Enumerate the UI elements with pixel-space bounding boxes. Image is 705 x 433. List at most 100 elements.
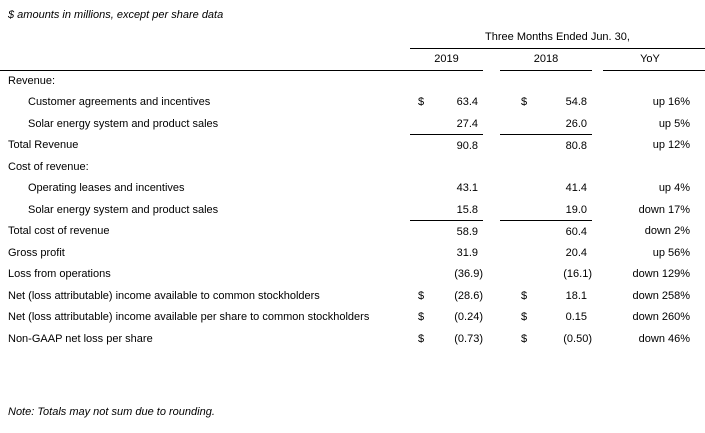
table-caption: $ amounts in millions, except per share … bbox=[8, 9, 224, 21]
table-row: Revenue: bbox=[0, 70, 705, 92]
table-row: Total cost of revenue 58.9 60.4 down 2% bbox=[0, 221, 705, 243]
table-row: Cost of revenue: bbox=[0, 156, 705, 178]
dollar-sign-2018 bbox=[500, 135, 528, 157]
dollar-sign-2019: $ bbox=[418, 332, 425, 345]
value-2019 bbox=[426, 70, 483, 92]
table-row: Operating leases and incentives 43.1 41.4 u… bbox=[0, 178, 705, 200]
row-label: Total Revenue bbox=[8, 139, 79, 152]
dollar-sign-2019: $ bbox=[418, 96, 425, 109]
value-yoy: down 129% bbox=[632, 268, 691, 281]
value-2018: 0.15 bbox=[565, 311, 587, 324]
column-gutter bbox=[592, 242, 603, 264]
row-label: Revenue: bbox=[8, 75, 56, 87]
column-gutter bbox=[592, 92, 603, 114]
value-2019: 27.4 bbox=[426, 113, 483, 135]
dollar-sign-2018: $ bbox=[521, 311, 528, 324]
dollar-sign-2018 bbox=[500, 264, 528, 286]
group-header-title: Three Months Ended Jun. 30, bbox=[410, 26, 705, 49]
column-gutter bbox=[483, 92, 500, 114]
table-row: Solar energy system and product sales 27.… bbox=[0, 113, 705, 135]
value-2018: 41.4 bbox=[565, 182, 587, 195]
dollar-sign-2019: $ bbox=[418, 311, 425, 324]
value-2019 bbox=[426, 156, 483, 178]
dollar-sign-2018: $ bbox=[521, 332, 528, 345]
column-gutter bbox=[483, 199, 500, 221]
column-gutter bbox=[483, 156, 500, 178]
row-label: Cost of revenue: bbox=[8, 160, 89, 173]
value-yoy: down 258% bbox=[632, 289, 691, 302]
dollar-sign-2019 bbox=[410, 199, 426, 221]
row-label: Loss from operations bbox=[8, 268, 111, 281]
column-gutter bbox=[483, 242, 500, 264]
dollar-sign-2019 bbox=[410, 113, 426, 135]
value-2019: (0.73) bbox=[454, 332, 483, 345]
value-yoy: up 12% bbox=[652, 139, 691, 152]
column-gutter bbox=[592, 135, 603, 157]
value-2019: 31.9 bbox=[456, 246, 478, 259]
group-header-spacer bbox=[0, 26, 410, 48]
table-row: Non-GAAP net loss per share $ (0.73) $ (0.50… bbox=[0, 328, 705, 350]
footnote: Note: Totals may not sum due to rounding… bbox=[8, 406, 215, 418]
dollar-sign-2019: $ bbox=[418, 289, 425, 302]
dollar-sign-2019 bbox=[410, 242, 426, 264]
value-2018: 54.8 bbox=[565, 96, 587, 109]
value-yoy: down 46% bbox=[638, 332, 691, 345]
value-2019: (28.6) bbox=[454, 289, 483, 302]
column-gutter bbox=[483, 264, 500, 286]
column-gutter bbox=[483, 70, 500, 92]
value-2018: 60.4 bbox=[565, 225, 587, 238]
table-row: Gross profit 31.9 20.4 up 56% bbox=[0, 242, 705, 264]
value-yoy: down 260% bbox=[632, 311, 691, 324]
value-2019: 90.8 bbox=[456, 139, 478, 152]
column-header-spacer bbox=[0, 48, 410, 71]
row-label: Net (loss attributable) income available… bbox=[8, 289, 320, 302]
column-header-2018: 2018 bbox=[500, 48, 592, 71]
column-gutter bbox=[483, 135, 500, 157]
column-gutter bbox=[483, 48, 500, 70]
value-2018: 19.0 bbox=[528, 199, 592, 221]
column-gutter bbox=[592, 264, 603, 286]
column-gutter bbox=[483, 178, 500, 200]
column-header-row: 2019 2018 YoY bbox=[0, 48, 705, 71]
column-gutter bbox=[483, 307, 500, 329]
dollar-sign-2019 bbox=[410, 156, 426, 178]
value-2019: (0.24) bbox=[454, 311, 483, 324]
row-label: Operating leases and incentives bbox=[28, 182, 185, 195]
dollar-sign-2019 bbox=[410, 135, 426, 157]
dollar-sign-2018: $ bbox=[521, 289, 528, 302]
column-gutter bbox=[592, 48, 603, 70]
dollar-sign-2018 bbox=[500, 242, 528, 264]
dollar-sign-2018 bbox=[500, 70, 528, 92]
value-2019: 43.1 bbox=[456, 182, 478, 195]
column-gutter bbox=[592, 328, 603, 350]
value-2018: 26.0 bbox=[528, 113, 592, 135]
dollar-sign-2019 bbox=[410, 264, 426, 286]
dollar-sign-2019 bbox=[410, 178, 426, 200]
dollar-sign-2018 bbox=[500, 113, 528, 135]
row-label: Total cost of revenue bbox=[8, 225, 110, 238]
value-2018 bbox=[528, 70, 592, 92]
column-gutter bbox=[592, 221, 603, 243]
dollar-sign-2018 bbox=[500, 178, 528, 200]
column-gutter bbox=[483, 221, 500, 243]
value-yoy: down 2% bbox=[644, 225, 691, 238]
row-label: Solar energy system and product sales bbox=[28, 203, 219, 216]
table-row: Total Revenue 90.8 80.8 up 12% bbox=[0, 135, 705, 157]
value-2018: (0.50) bbox=[563, 332, 592, 345]
value-2018: 80.8 bbox=[565, 139, 587, 152]
value-yoy bbox=[603, 156, 705, 178]
row-label: Non-GAAP net loss per share bbox=[8, 332, 153, 345]
value-2018: 20.4 bbox=[565, 246, 587, 259]
value-yoy: up 4% bbox=[658, 182, 691, 195]
row-label: Solar energy system and product sales bbox=[28, 117, 219, 130]
row-label: Gross profit bbox=[8, 246, 65, 259]
column-gutter bbox=[592, 307, 603, 329]
column-gutter bbox=[592, 285, 603, 307]
column-gutter bbox=[592, 199, 603, 221]
value-2019: 15.8 bbox=[426, 199, 483, 221]
dollar-sign-2018 bbox=[500, 156, 528, 178]
value-yoy: down 17% bbox=[638, 203, 691, 216]
value-yoy: up 5% bbox=[658, 117, 691, 130]
group-header-row: Three Months Ended Jun. 30, bbox=[0, 26, 705, 49]
